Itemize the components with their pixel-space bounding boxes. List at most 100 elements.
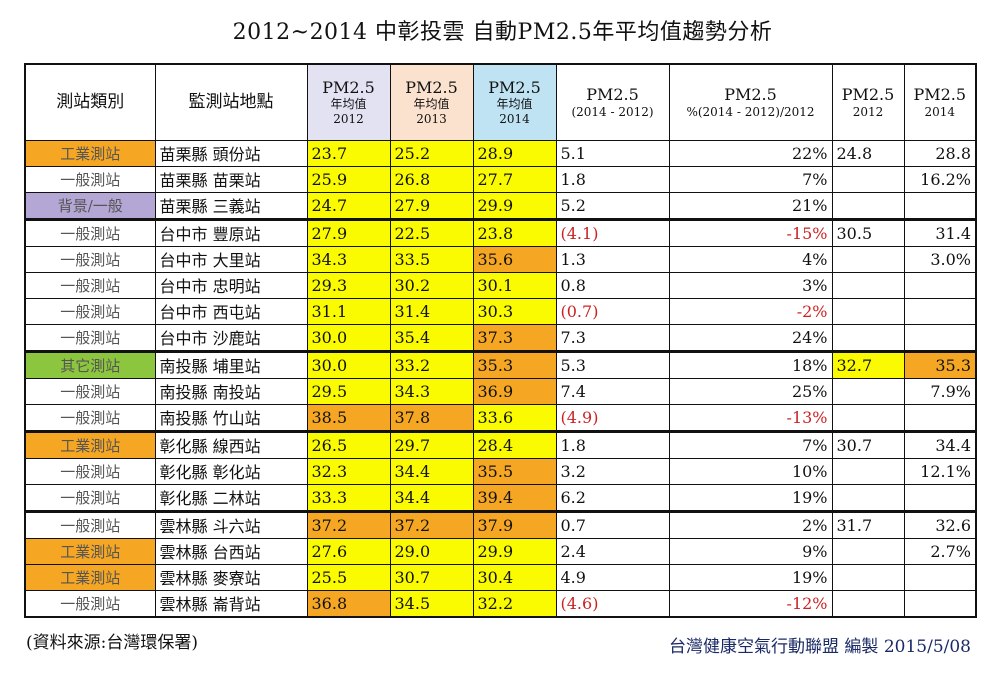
- station-type-cell: 其它測站: [24, 349, 156, 379]
- county-2014-cell: [903, 589, 977, 617]
- county-2012-cell: [831, 323, 905, 352]
- header-pct-bot: %(2014 - 2012)/2012: [686, 104, 815, 119]
- table-row: 一般測站 台中市 西屯站 31.1 31.4 30.3 (0.7) -2%: [24, 297, 977, 325]
- county-2014-cell: [903, 271, 977, 299]
- pct-change-cell: -2%: [668, 297, 833, 325]
- diff-cell: 1.3: [555, 245, 670, 273]
- pm2013-cell: 33.2: [389, 349, 474, 379]
- pm2012-cell: 25.9: [306, 165, 391, 193]
- station-site-cell: 台中市 沙鹿站: [154, 323, 308, 352]
- county-2014-cell: 16.2%: [903, 165, 977, 193]
- diff-cell: (4.9): [555, 403, 670, 432]
- county-2014-cell: 35.3: [903, 349, 977, 379]
- header-site: 監測站地點: [154, 63, 308, 141]
- pm2013-cell: 29.0: [389, 537, 474, 565]
- county-2012-cell: 31.7: [831, 509, 905, 539]
- pm2014-cell: 35.3: [472, 349, 557, 379]
- station-site-cell: 彰化縣 彰化站: [154, 457, 308, 485]
- county-2012-cell: [831, 483, 905, 512]
- table-row: 背景/一般 苗栗縣 三義站 24.7 27.9 29.9 5.2 21%: [24, 191, 977, 220]
- diff-cell: 2.4: [555, 537, 670, 565]
- pm2014-cell: 29.9: [472, 191, 557, 220]
- pct-change-cell: 9%: [668, 537, 833, 565]
- diff-cell: (4.1): [555, 217, 670, 247]
- header-pm2013: PM2.5 年均值 2013: [389, 63, 474, 141]
- pm2013-cell: 29.7: [389, 429, 474, 459]
- header-c2014-top: PM2.5: [913, 85, 967, 105]
- table-row: 一般測站 雲林縣 崙背站 36.8 34.5 32.2 (4.6) -12%: [24, 589, 977, 617]
- header-diff-bot: (2014 - 2012): [571, 104, 654, 119]
- county-2014-cell: 12.1%: [903, 457, 977, 485]
- pct-change-cell: 10%: [668, 457, 833, 485]
- pm2014-cell: 27.7: [472, 165, 557, 193]
- table-row: 一般測站 彰化縣 彰化站 32.3 34.4 35.5 3.2 10% 12.1%: [24, 457, 977, 485]
- pct-change-cell: 22%: [668, 139, 833, 167]
- diff-cell: 1.8: [555, 429, 670, 459]
- pct-change-cell: 25%: [668, 377, 833, 405]
- pm2013-cell: 34.3: [389, 377, 474, 405]
- pm2013-cell: 34.5: [389, 589, 474, 617]
- pm2012-cell: 29.3: [306, 271, 391, 299]
- header-pm2012-top: PM2.5: [322, 78, 375, 98]
- county-2012-cell: [831, 245, 905, 273]
- county-2014-cell: [903, 403, 977, 432]
- station-type-cell: 一般測站: [24, 509, 156, 539]
- header-pm2014-mid: 年均值: [496, 97, 533, 112]
- station-type-cell: 一般測站: [24, 323, 156, 352]
- station-type-cell: 工業測站: [24, 563, 156, 591]
- station-site-cell: 雲林縣 麥寮站: [154, 563, 308, 591]
- county-2012-cell: [831, 537, 905, 565]
- header-pm2014-bot: 2014: [499, 111, 530, 126]
- pct-change-cell: 2%: [668, 509, 833, 539]
- county-2012-cell: 30.7: [831, 429, 905, 459]
- diff-cell: 0.8: [555, 271, 670, 299]
- header-c2014: PM2.5 2014: [903, 63, 977, 141]
- table-row: 一般測站 彰化縣 二林站 33.3 34.4 39.4 6.2 19%: [24, 483, 977, 512]
- station-site-cell: 台中市 忠明站: [154, 271, 308, 299]
- station-type-cell: 一般測站: [24, 377, 156, 405]
- header-pct: PM2.5 %(2014 - 2012)/2012: [668, 63, 833, 141]
- pm2014-cell: 23.8: [472, 217, 557, 247]
- pct-change-cell: 7%: [668, 165, 833, 193]
- pm2013-cell: 33.5: [389, 245, 474, 273]
- station-type-cell: 一般測站: [24, 457, 156, 485]
- pm2014-cell: 28.4: [472, 429, 557, 459]
- pct-change-cell: -12%: [668, 589, 833, 617]
- pct-change-cell: 19%: [668, 483, 833, 512]
- pm2014-cell: 37.9: [472, 509, 557, 539]
- station-site-cell: 台中市 豐原站: [154, 217, 308, 247]
- header-c2014-bot: 2014: [924, 104, 956, 119]
- station-type-cell: 一般測站: [24, 165, 156, 193]
- table-row: 工業測站 彰化縣 線西站 26.5 29.7 28.4 1.8 7% 30.7 34.4: [24, 429, 977, 459]
- pm2014-cell: 30.3: [472, 297, 557, 325]
- station-type-cell: 工業測站: [24, 139, 156, 167]
- pct-change-cell: 7%: [668, 429, 833, 459]
- pm2012-cell: 31.1: [306, 297, 391, 325]
- station-site-cell: 苗栗縣 三義站: [154, 191, 308, 220]
- station-type-cell: 一般測站: [24, 589, 156, 617]
- pm2012-cell: 27.9: [306, 217, 391, 247]
- station-type-cell: 一般測站: [24, 297, 156, 325]
- pm2012-cell: 30.0: [306, 323, 391, 352]
- diff-cell: 7.3: [555, 323, 670, 352]
- station-site-cell: 苗栗縣 頭份站: [154, 139, 308, 167]
- table-row: 一般測站 南投縣 竹山站 38.5 37.8 33.6 (4.9) -13%: [24, 403, 977, 432]
- pm2014-cell: 28.9: [472, 139, 557, 167]
- table-row: 一般測站 雲林縣 斗六站 37.2 37.2 37.9 0.7 2% 31.7 32.6: [24, 509, 977, 539]
- county-2014-cell: 31.4: [903, 217, 977, 247]
- header-diff: PM2.5 (2014 - 2012): [555, 63, 670, 141]
- table-row: 其它測站 南投縣 埔里站 30.0 33.2 35.3 5.3 18% 32.7 35.3: [24, 349, 977, 379]
- pm2012-cell: 29.5: [306, 377, 391, 405]
- header-pm2014: PM2.5 年均值 2014: [472, 63, 557, 141]
- county-2012-cell: [831, 563, 905, 591]
- pm2013-cell: 27.9: [389, 191, 474, 220]
- header-pct-top: PM2.5: [724, 85, 777, 105]
- pm2014-cell: 36.9: [472, 377, 557, 405]
- county-2012-cell: [831, 403, 905, 432]
- page-title: 2012~2014 中彰投雲 自動PM2.5年平均值趨勢分析: [232, 20, 773, 45]
- county-2012-cell: [831, 589, 905, 617]
- station-site-cell: 彰化縣 二林站: [154, 483, 308, 512]
- diff-cell: 4.9: [555, 563, 670, 591]
- pct-change-cell: 24%: [668, 323, 833, 352]
- pm2014-cell: 35.5: [472, 457, 557, 485]
